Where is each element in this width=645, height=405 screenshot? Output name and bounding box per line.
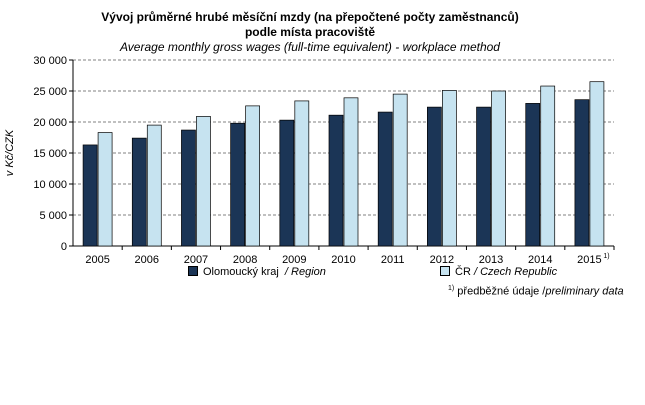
x-tick-label: 2012 [430,254,454,266]
y-tick-label: 15 000 [33,148,67,160]
x-tick-label: 2005 [85,254,109,266]
bar-region [476,106,491,247]
legend-label-region-en: / Region [284,266,326,278]
legend-label-region: Olomoucký kraj [203,266,279,278]
bar-region [279,119,295,247]
x-tick-label: 2009 [282,254,306,266]
x-tick-label: 2007 [184,254,208,266]
x-tick-label: 2014 [528,254,552,266]
bar-cr [442,90,457,247]
bar-region [131,137,147,247]
x-tick-label: 2008 [233,254,257,266]
chart-subtitle: Average monthly gross wages (full-time e… [120,40,500,54]
x-tick-label: 2015 [577,254,601,266]
legend-label-cr: ČR [455,266,471,278]
bar-region [82,144,98,247]
legend-item-region: Olomoucký kraj / Region [188,266,326,278]
chart-title-block: Vývoj průměrné hrubé měsíční mzdy (na př… [0,10,620,55]
bar-cr [146,124,162,247]
x-tick-label: 2013 [479,254,503,266]
y-tick-label: 20 000 [33,117,67,129]
x-tick-superscript: 1) [603,253,609,260]
chart-title: Vývoj průměrné hrubé měsíční mzdy (na př… [101,10,519,24]
legend-swatch-cr [440,266,450,276]
bar-cr [97,132,113,247]
bar-region [525,103,541,247]
bar-chart: 0 5 000 10 000 15 000 20 000 25 000 30 000 v Kč… [4,55,615,266]
footnote-text-cz: předběžné údaje / [457,285,546,298]
bar-cr [343,97,359,247]
y-tick-label: 10 000 [33,179,67,191]
bar-cr [589,81,605,247]
x-tick-label: 2006 [135,254,159,266]
bar-cr [540,85,556,247]
bar-cr [491,90,506,247]
footnote: 1) předběžné údaje /preliminary data [448,285,624,298]
bar-cr [196,116,211,247]
y-tick-label: 0 [61,241,67,253]
y-tick-label: 5 000 [39,210,67,222]
y-axis-label: v Kč/CZK [4,129,16,176]
footnote-text-en: preliminary data [545,285,624,298]
bar-region [574,99,590,247]
y-tick-label: 25 000 [33,86,67,98]
footnote-mark: 1) [448,285,455,292]
legend-label-cr-en: / Czech Republic [473,266,558,278]
bar-region [181,129,196,247]
bar-region [230,122,245,247]
x-tick-label: 2011 [381,254,405,266]
bar-cr [294,100,310,247]
chart-title-line2: podle místa pracoviště [244,25,376,39]
bar-cr [245,105,260,247]
bar-region [328,114,344,247]
bar-region [427,106,442,247]
legend-item-cr: ČR / Czech Republic [440,266,557,278]
x-tick-label: 2010 [331,254,355,266]
bar-region [377,111,393,247]
y-tick-label: 30 000 [33,55,67,67]
bar-cr [392,93,408,247]
legend-swatch-region [188,266,198,276]
